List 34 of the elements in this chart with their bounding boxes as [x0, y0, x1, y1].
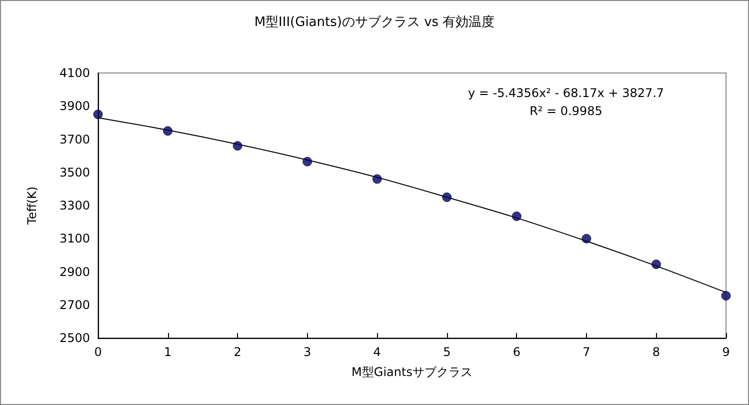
x-tick-label: 9 [722, 345, 730, 359]
x-tick-label: 0 [94, 345, 102, 359]
point [93, 110, 103, 120]
x-tick-label: 7 [582, 345, 590, 359]
point [372, 174, 382, 184]
point [442, 192, 452, 202]
chart-title: M型III(Giants)のサブクラス vs 有効温度 [254, 14, 495, 30]
y-tick-label: 2700 [59, 298, 90, 312]
x-tick-label: 8 [652, 345, 660, 359]
x-tick-label: 5 [443, 345, 451, 359]
point [512, 212, 522, 222]
annotation: y = -5.4356x² - 68.17x + 3827.7 [468, 86, 664, 100]
y-tick-label: 3500 [59, 165, 90, 180]
y-tick-label: 2500 [59, 331, 90, 345]
point [302, 156, 312, 166]
x-tick-label: 4 [373, 345, 381, 359]
y-tick-label: 3700 [59, 132, 90, 146]
y-tick-label: 3100 [59, 232, 90, 246]
annotation: R² = 0.9985 [530, 104, 602, 118]
x-tick-label: 3 [304, 345, 312, 359]
x-axis-title: M型Giantsサブクラス [352, 365, 472, 379]
point [721, 291, 731, 301]
x-tick-label: 2 [234, 345, 242, 359]
x-tick-label: 1 [164, 345, 172, 359]
point [582, 234, 592, 244]
y-tick-label: 3300 [59, 198, 90, 212]
y-axis-title: Teff(K) [25, 186, 39, 226]
x-tick-label: 6 [512, 345, 520, 359]
y-tick-label: 3900 [59, 99, 90, 114]
point [163, 126, 173, 136]
y-tick-label: 2900 [59, 264, 90, 279]
point [232, 141, 242, 151]
point [651, 260, 661, 270]
y-tick-label: 4100 [59, 66, 90, 80]
